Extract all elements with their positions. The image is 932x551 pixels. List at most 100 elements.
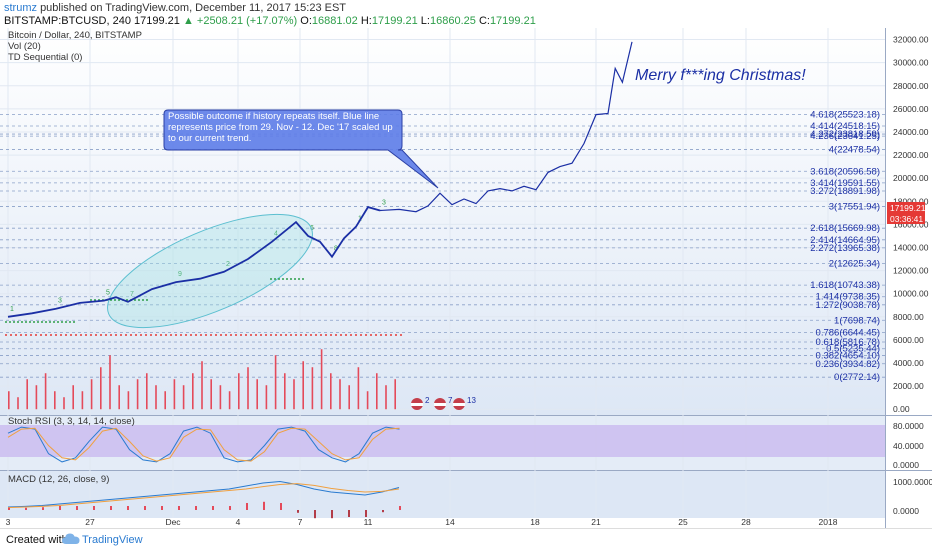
annotation-callout-shape: [163, 109, 439, 189]
macd-histogram-bar: [42, 507, 44, 510]
fib-level-label: 0.618(5816.78): [816, 337, 880, 348]
volume-bar: [247, 367, 249, 410]
fib-level-label: 3.414(19591.55): [810, 178, 880, 189]
price-series-line[interactable]: [7, 206, 381, 318]
event-count-1: 2: [425, 396, 430, 405]
fib-level-label: 0.236(3934.82): [816, 359, 880, 370]
price-tick-label: 10000.00: [893, 289, 929, 299]
published-text: published on TradingView.com, December 1…: [40, 2, 347, 14]
volume-bar: [63, 397, 65, 410]
stoch-rsi-label[interactable]: Stoch RSI (3, 3, 14, 14, close): [8, 416, 135, 427]
td-count-mark: 1: [10, 306, 14, 313]
macd-histogram-bar: [195, 506, 197, 510]
price-tick-label: 18000.00: [893, 196, 929, 206]
highlight-ellipse[interactable]: [93, 191, 327, 351]
volume-bar: [311, 367, 314, 410]
td-count-mark: 7: [130, 291, 134, 298]
time-tick-label: 28: [741, 517, 751, 527]
ohlc-open-label: O:: [300, 15, 312, 27]
macd-histogram-bar: [263, 501, 265, 510]
fib-level-label: 4.414(24518.15): [810, 121, 880, 132]
volume-bar: [201, 361, 203, 410]
fib-level-label: 1.618(10743.38): [810, 280, 880, 291]
macd-histogram-bar: [144, 506, 146, 510]
volume-bar: [330, 373, 332, 410]
macd-label[interactable]: MACD (12, 26, close, 9): [8, 474, 109, 485]
volume-bar: [100, 367, 102, 410]
annotation-callout[interactable]: Possible outcome if history repeats itse…: [163, 109, 439, 189]
volume-bar: [35, 385, 38, 410]
macd-tick-1000: 1000.0000: [893, 477, 932, 487]
volume-bar: [164, 391, 166, 410]
price-tick-label: 20000.00: [893, 173, 929, 183]
fib-level-label: 1.272(9038.78): [816, 300, 880, 311]
volume-bar: [376, 373, 378, 410]
td-count-mark: 2: [226, 261, 230, 268]
volume-bar: [394, 379, 396, 410]
publisher-line: strumz published on TradingView.com, Dec…: [4, 2, 346, 14]
volume-bar: [348, 385, 350, 410]
event-flags[interactable]: 2 7 13: [411, 396, 476, 410]
macd-line[interactable]: [7, 480, 400, 508]
volume-bar: [210, 379, 212, 410]
price-axis[interactable]: 0.00 2000.00 4000.00 6000.00 8000.00 10000.00…: [893, 35, 929, 415]
price-tick-label: 4000.00: [893, 358, 924, 368]
fib-level-label: 1.414(9738.35): [816, 292, 880, 303]
time-tick-label: 7: [298, 517, 303, 527]
projection-series-line[interactable]: [379, 41, 633, 213]
volume-bar: [274, 355, 277, 410]
volume-bar: [146, 373, 148, 410]
fib-level-label: 2.414(14664.95): [810, 235, 880, 246]
stoch-tick-40: 40.0000: [893, 441, 924, 451]
price-tick-label: 2000.00: [893, 381, 924, 391]
volume-bar: [109, 355, 111, 410]
volume-bar: [366, 391, 369, 410]
footer: Created with TradingView: [0, 528, 932, 551]
price-tick-label: 22000.00: [893, 150, 929, 160]
indicator-td-sequential[interactable]: TD Sequential (0): [8, 52, 82, 63]
macd-histogram: [8, 501, 401, 519]
fib-level-label: 2.618(15669.98): [810, 223, 880, 234]
stoch-d-line[interactable]: [7, 427, 400, 462]
volume-bar: [320, 349, 323, 410]
author-link[interactable]: strumz: [4, 2, 37, 14]
volume-bar: [17, 397, 19, 410]
annotation-text: Possible outcome if history repeats itse…: [168, 111, 393, 144]
fib-level-label: 0.786(6644.45): [816, 327, 880, 338]
price-tick-label: 12000.00: [893, 266, 929, 276]
price-tick-label: 14000.00: [893, 242, 929, 252]
macd-histogram-bar: [59, 506, 61, 510]
indicator-vol[interactable]: Vol (20): [8, 41, 41, 52]
volume-bar: [26, 379, 28, 410]
volume-bar: [256, 379, 258, 410]
last-price: 17199.21: [134, 15, 180, 27]
time-axis[interactable]: 3 27 Dec 4 7 11 14 18 21 25 28 2018: [6, 517, 838, 527]
ohlc-low-label: L:: [420, 15, 430, 27]
ohlc-open-value: 16881.02: [311, 15, 358, 27]
tradingview-link[interactable]: TradingView: [82, 534, 143, 546]
volume-bars: [8, 349, 396, 410]
time-tick-label: 11: [364, 517, 373, 527]
tradingview-cloud-icon[interactable]: [62, 532, 80, 546]
time-tick-label: 14: [445, 517, 455, 527]
stoch-tick-0: 0.0000: [893, 460, 919, 470]
fib-level-label: 4.236(23641.25): [810, 131, 880, 142]
macd-histogram-bar: [331, 510, 333, 519]
christmas-text[interactable]: Merry f***ing Christmas!: [635, 67, 806, 84]
price-change: ▲ +2508.21 (+17.07%): [182, 15, 298, 27]
price-tick-label: 6000.00: [893, 335, 924, 345]
main-pane-background: [0, 28, 885, 415]
macd-signal-line[interactable]: [7, 483, 400, 509]
macd-pane-background: [0, 471, 885, 518]
annotation-text-container: Possible outcome if history repeats itse…: [168, 111, 393, 144]
macd-histogram-bar: [76, 506, 78, 510]
chart-canvas[interactable]: 4.618(25523.18)4.414(24518.15)4.272(2381…: [0, 28, 932, 528]
volume-bar: [44, 373, 47, 410]
macd-histogram-bar: [399, 506, 401, 510]
stoch-k-line[interactable]: [7, 426, 400, 463]
macd-histogram-bar: [161, 506, 163, 510]
fib-level-label: 4.272(23818.59): [810, 129, 880, 140]
volume-bar: [238, 373, 240, 410]
bar-timer-label: 03:36:41: [890, 214, 923, 224]
td-count-mark: 5: [106, 290, 110, 297]
